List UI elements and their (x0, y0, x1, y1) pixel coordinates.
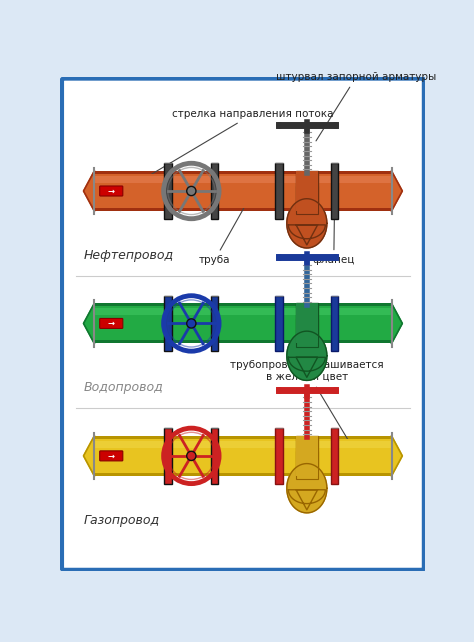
Bar (296, 171, 318, 211)
Bar (94, 308, 392, 315)
Bar (296, 304, 318, 343)
Bar (164, 296, 172, 351)
Bar (94, 439, 392, 473)
Bar (164, 163, 172, 219)
Bar (94, 436, 392, 476)
Bar (94, 306, 392, 340)
Bar (296, 186, 318, 214)
Bar (94, 176, 392, 183)
Text: →: → (108, 186, 115, 196)
Text: стрелка направления потока: стрелка направления потока (136, 109, 334, 184)
Bar (331, 163, 338, 219)
Circle shape (187, 451, 196, 460)
Circle shape (187, 319, 196, 328)
Bar (94, 304, 392, 343)
Bar (94, 441, 392, 448)
Bar (296, 304, 318, 343)
Bar (331, 296, 338, 351)
Circle shape (187, 186, 196, 196)
Bar (164, 428, 172, 483)
Polygon shape (287, 464, 327, 513)
FancyBboxPatch shape (62, 78, 424, 570)
Polygon shape (288, 358, 325, 377)
Bar (331, 428, 338, 483)
Bar (296, 171, 318, 211)
Bar (275, 296, 283, 351)
Bar (296, 436, 318, 476)
Polygon shape (392, 436, 402, 476)
Bar (210, 296, 219, 351)
Bar (296, 319, 318, 347)
Text: Нефтепровод: Нефтепровод (83, 248, 173, 262)
Text: Водопровод: Водопровод (83, 381, 163, 394)
Text: труба: труба (199, 201, 248, 265)
Text: →: → (108, 319, 115, 328)
Polygon shape (392, 304, 402, 343)
FancyBboxPatch shape (100, 318, 123, 329)
Polygon shape (392, 171, 402, 211)
Bar (94, 174, 392, 208)
Text: Газопровод: Газопровод (83, 514, 160, 526)
Text: трубопровод окрашивается
в желтый цвет: трубопровод окрашивается в желтый цвет (230, 360, 383, 446)
Polygon shape (83, 171, 94, 211)
Polygon shape (83, 436, 94, 476)
Text: →: → (108, 451, 115, 460)
Bar (275, 428, 283, 483)
Polygon shape (83, 304, 94, 343)
Bar (275, 163, 283, 219)
FancyBboxPatch shape (100, 451, 123, 461)
Polygon shape (287, 331, 327, 381)
Bar (296, 451, 318, 479)
Text: фланец: фланец (312, 206, 355, 265)
Bar (210, 163, 219, 219)
Bar (94, 171, 392, 211)
FancyBboxPatch shape (100, 186, 123, 196)
Bar (296, 436, 318, 476)
Polygon shape (288, 225, 325, 245)
Bar (210, 428, 219, 483)
Text: штурвал запорной арматуры: штурвал запорной арматуры (276, 72, 436, 141)
Polygon shape (287, 199, 327, 248)
Polygon shape (288, 490, 325, 510)
